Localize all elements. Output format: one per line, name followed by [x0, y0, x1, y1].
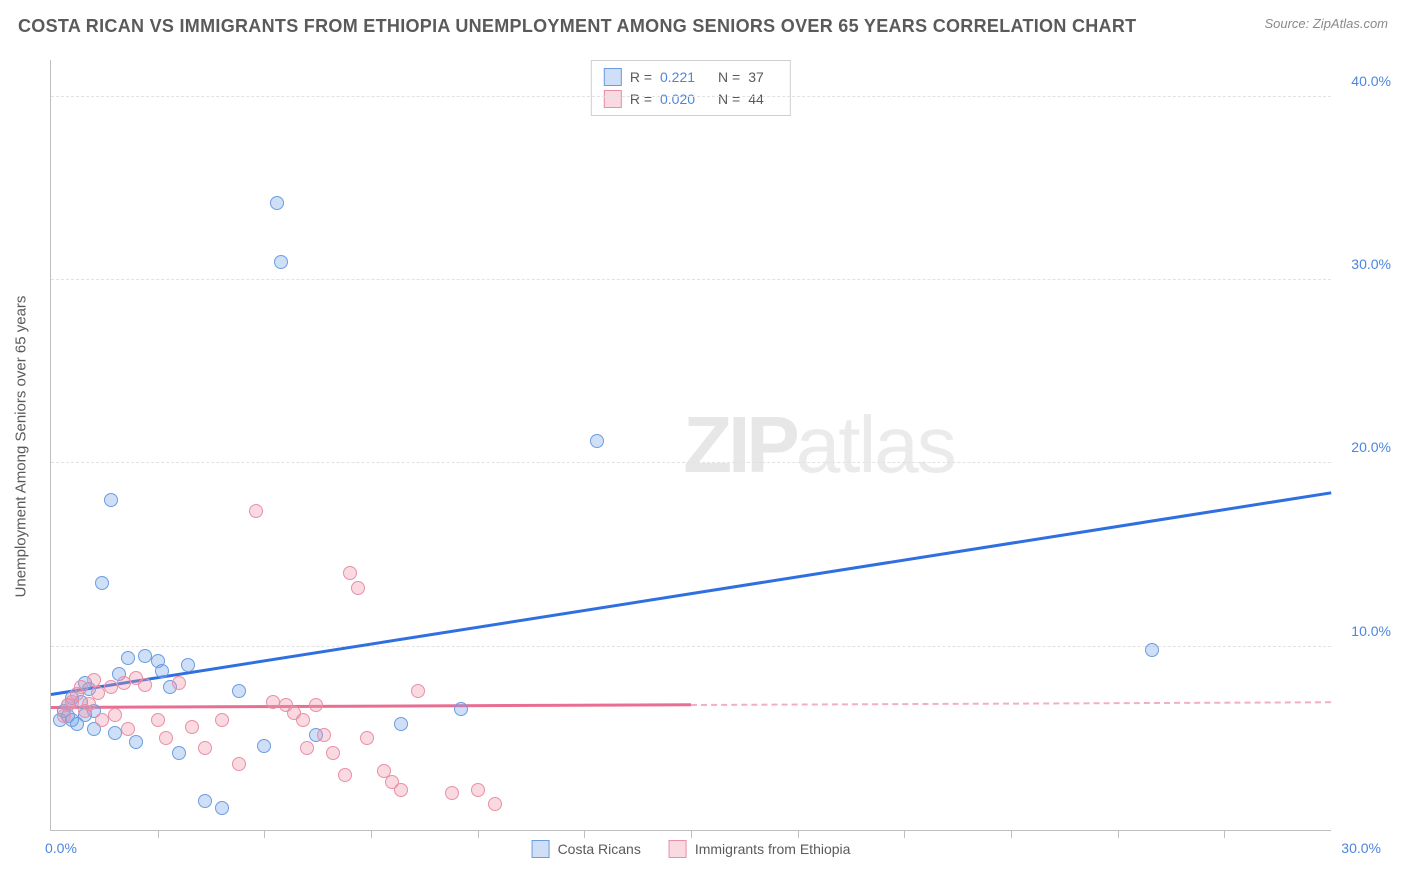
data-point [172, 676, 186, 690]
data-point [338, 768, 352, 782]
x-tick [1011, 830, 1012, 838]
data-point [590, 434, 604, 448]
data-point [138, 678, 152, 692]
x-axis-min-label: 0.0% [45, 840, 77, 856]
x-tick [1118, 830, 1119, 838]
y-tick-label: 30.0% [1337, 256, 1391, 272]
data-point [121, 722, 135, 736]
data-point [343, 566, 357, 580]
data-point [232, 684, 246, 698]
data-point [249, 504, 263, 518]
source-attribution: Source: ZipAtlas.com [1264, 16, 1388, 31]
data-point [317, 728, 331, 742]
stats-row-series-1: R = 0.020 N = 44 [604, 88, 778, 110]
data-point [181, 658, 195, 672]
data-point [159, 731, 173, 745]
data-point [411, 684, 425, 698]
y-tick-label: 40.0% [1337, 73, 1391, 89]
y-tick-label: 20.0% [1337, 439, 1391, 455]
data-point [215, 801, 229, 815]
data-point [232, 757, 246, 771]
gridline [51, 462, 1331, 463]
data-point [454, 702, 468, 716]
data-point [104, 493, 118, 507]
gridline [51, 96, 1331, 97]
data-point [198, 741, 212, 755]
data-point [155, 664, 169, 678]
data-point [300, 741, 314, 755]
data-point [95, 576, 109, 590]
data-point [360, 731, 374, 745]
chart-title: COSTA RICAN VS IMMIGRANTS FROM ETHIOPIA … [18, 16, 1136, 37]
data-point [74, 680, 88, 694]
swatch-icon [669, 840, 687, 858]
data-point [151, 713, 165, 727]
regression-line [51, 703, 691, 709]
data-point [471, 783, 485, 797]
data-point [351, 581, 365, 595]
x-axis-max-label: 30.0% [1341, 840, 1381, 856]
correlation-stats-box: R = 0.221 N = 37 R = 0.020 N = 44 [591, 60, 791, 116]
regression-line-extrapolated [691, 702, 1331, 707]
data-point [108, 708, 122, 722]
data-point [266, 695, 280, 709]
x-tick [584, 830, 585, 838]
data-point [129, 735, 143, 749]
data-point [488, 797, 502, 811]
data-point [394, 783, 408, 797]
data-point [326, 746, 340, 760]
data-point [172, 746, 186, 760]
data-point [257, 739, 271, 753]
y-tick-label: 10.0% [1337, 623, 1391, 639]
y-axis-label: Unemployment Among Seniors over 65 years [13, 295, 30, 597]
regression-line [51, 492, 1331, 697]
data-point [215, 713, 229, 727]
x-tick [478, 830, 479, 838]
data-point [445, 786, 459, 800]
data-point [121, 651, 135, 665]
swatch-icon [604, 90, 622, 108]
gridline [51, 646, 1331, 647]
data-point [296, 713, 310, 727]
legend-item-series-0: Costa Ricans [532, 840, 641, 858]
data-point [270, 196, 284, 210]
data-point [274, 255, 288, 269]
x-tick [1224, 830, 1225, 838]
x-tick [904, 830, 905, 838]
legend: Costa Ricans Immigrants from Ethiopia [532, 840, 851, 858]
x-tick [691, 830, 692, 838]
legend-item-series-1: Immigrants from Ethiopia [669, 840, 851, 858]
x-tick [158, 830, 159, 838]
swatch-icon [532, 840, 550, 858]
data-point [394, 717, 408, 731]
x-tick [798, 830, 799, 838]
x-tick [371, 830, 372, 838]
data-point [1145, 643, 1159, 657]
scatter-plot: ZIPatlas R = 0.221 N = 37 R = 0.020 N = … [50, 60, 1331, 831]
watermark: ZIPatlas [683, 399, 954, 491]
data-point [309, 698, 323, 712]
swatch-icon [604, 68, 622, 86]
data-point [185, 720, 199, 734]
stats-row-series-0: R = 0.221 N = 37 [604, 66, 778, 88]
data-point [198, 794, 212, 808]
gridline [51, 279, 1331, 280]
x-tick [264, 830, 265, 838]
